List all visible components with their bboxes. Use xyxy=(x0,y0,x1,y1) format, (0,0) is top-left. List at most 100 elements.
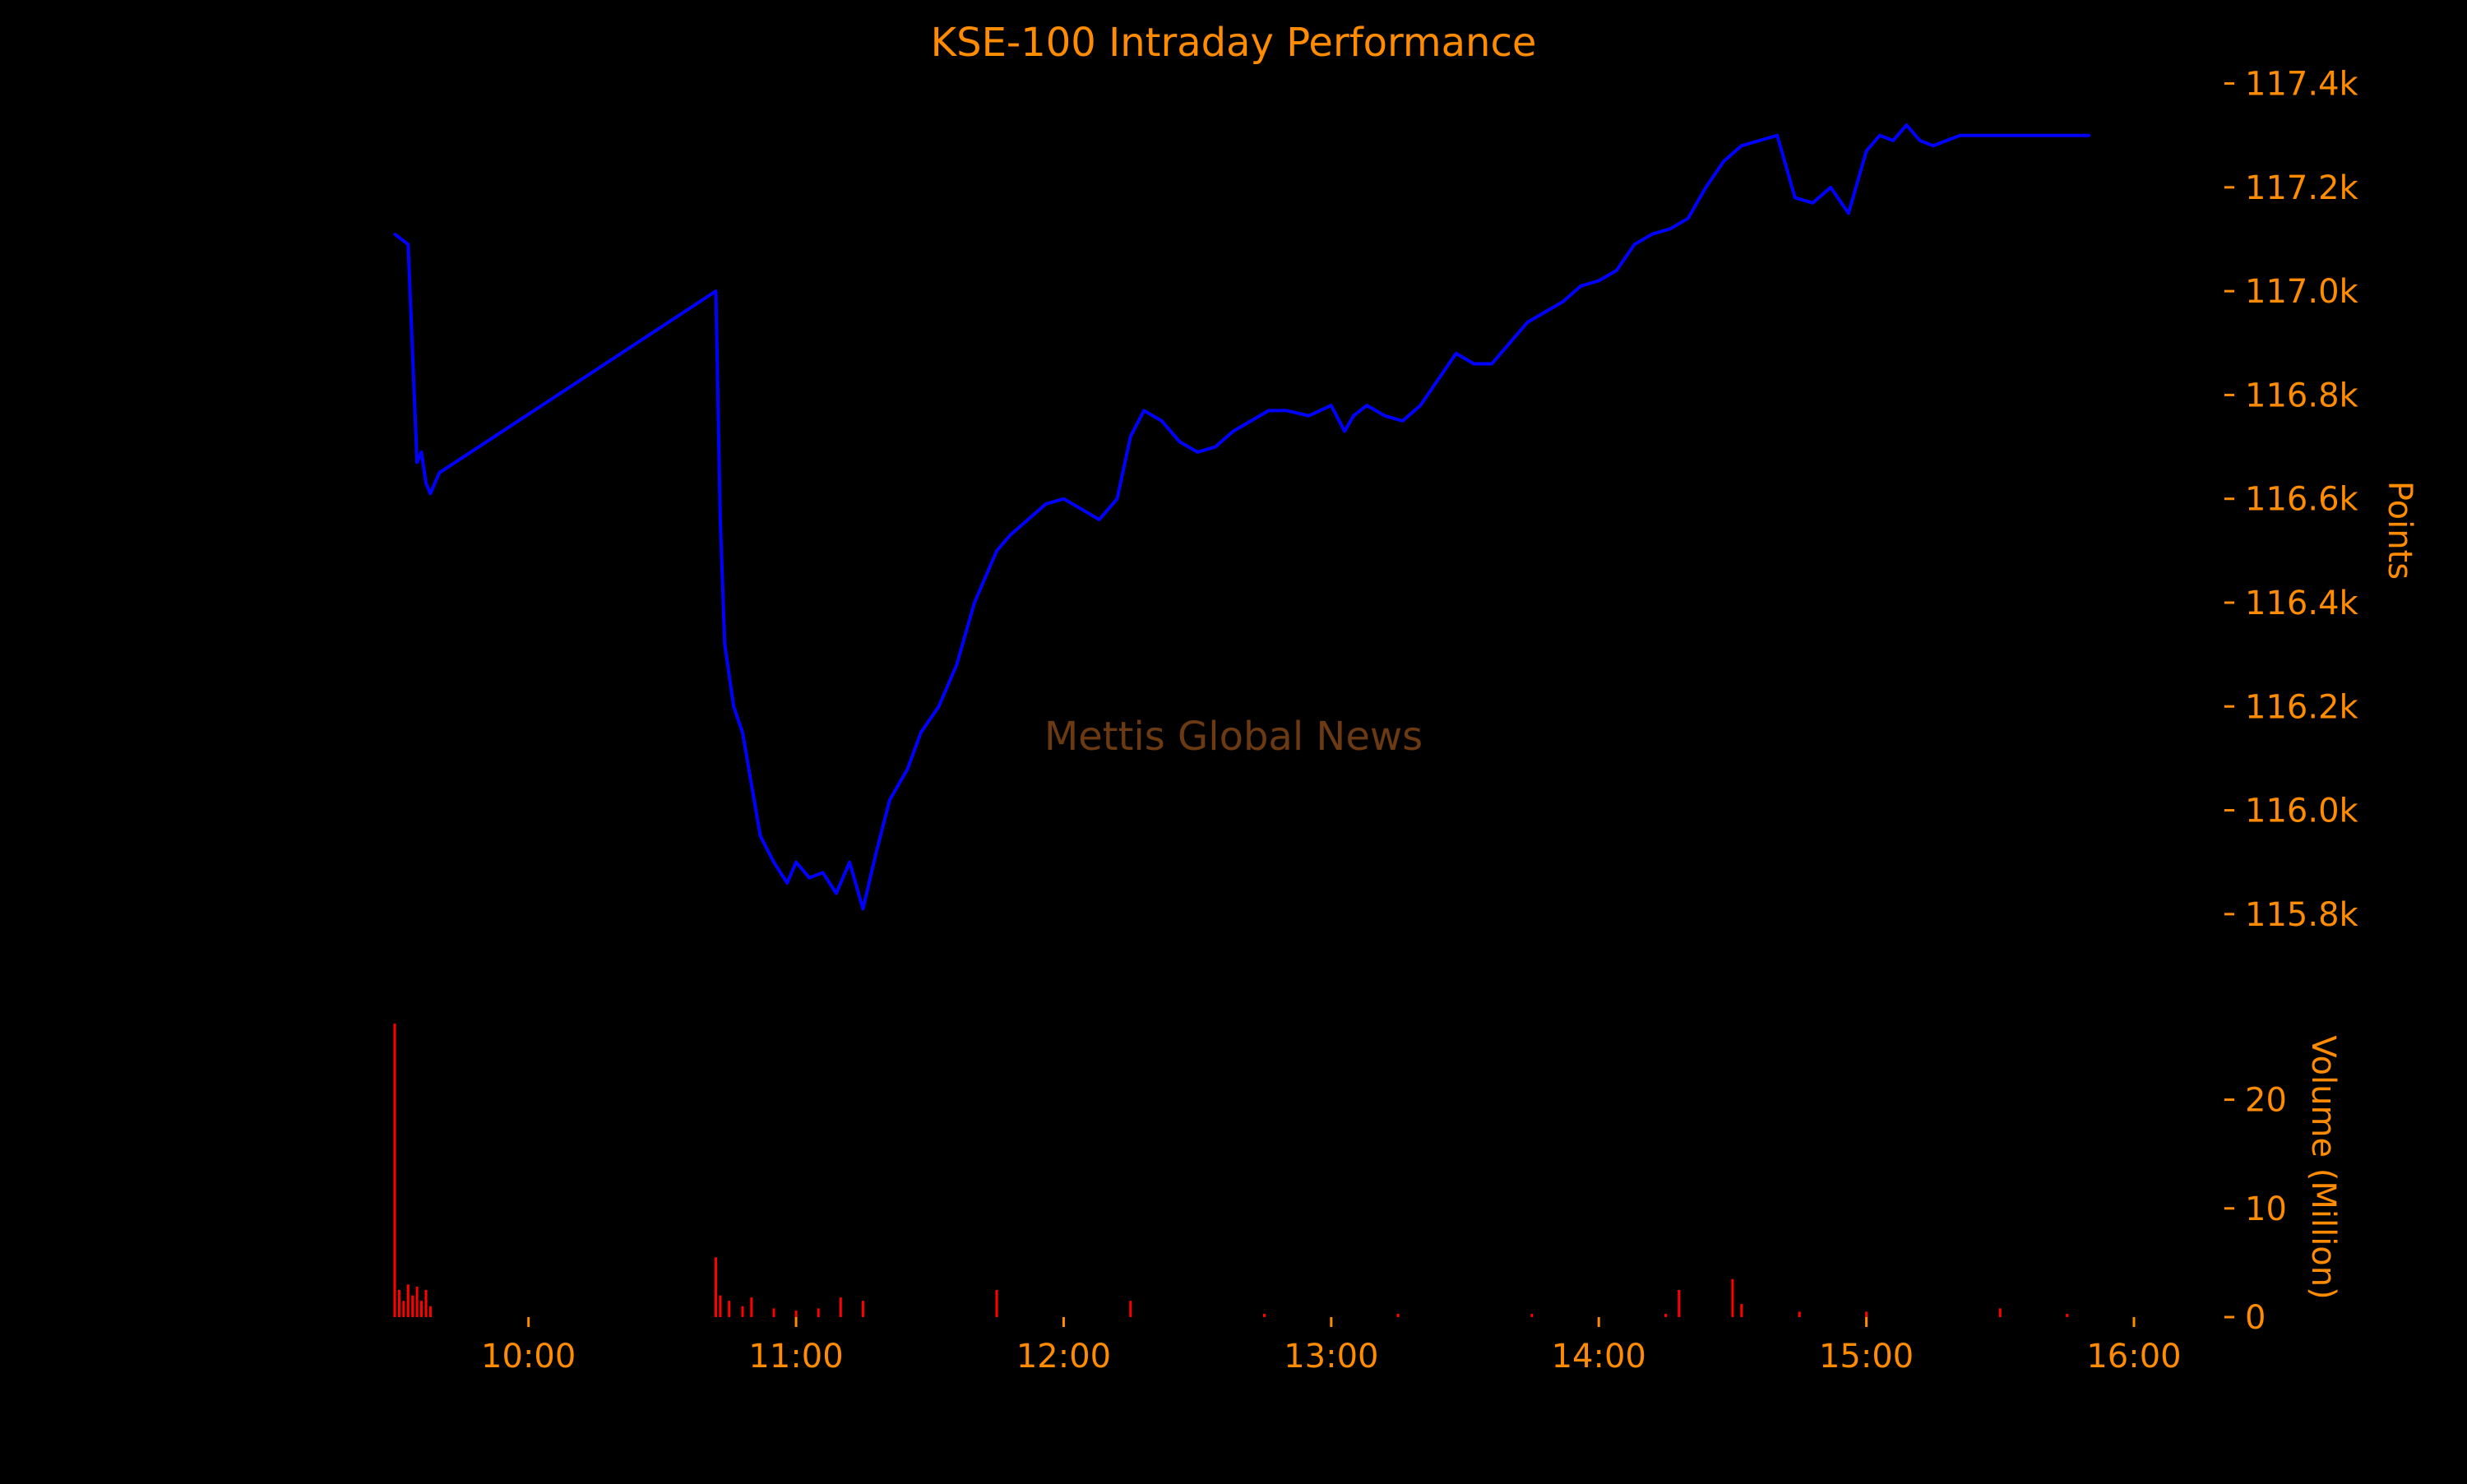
volume-bar xyxy=(420,1301,423,1317)
volume-bar xyxy=(406,1284,410,1317)
price-point xyxy=(848,861,851,864)
price-point xyxy=(723,643,726,645)
price-point xyxy=(428,492,432,495)
price-point xyxy=(1998,134,2002,137)
price-point xyxy=(2043,134,2046,137)
volume-bar xyxy=(2066,1314,2069,1317)
price-point xyxy=(1352,414,1355,418)
price-point xyxy=(1650,233,1654,236)
price-point xyxy=(1330,404,1333,407)
price-point xyxy=(1544,310,1547,313)
price-point xyxy=(1178,440,1181,443)
price-point xyxy=(1267,409,1271,412)
volume-bar xyxy=(1530,1314,1534,1317)
price-point xyxy=(772,861,775,864)
price-point xyxy=(1062,497,1065,501)
price-axis-label: Points xyxy=(2381,481,2418,580)
price-point xyxy=(919,731,923,734)
price-point xyxy=(406,243,410,246)
price-point xyxy=(741,731,744,734)
price-point xyxy=(759,834,762,838)
volume-bar xyxy=(1865,1311,1868,1317)
price-point xyxy=(1847,211,1850,215)
price-point xyxy=(2066,134,2069,137)
price-point xyxy=(2088,134,2091,137)
price-point xyxy=(415,461,419,464)
price-point xyxy=(1794,196,1797,199)
price-point xyxy=(973,601,976,604)
price-point xyxy=(1905,123,1908,127)
volume-y-tick-label: 0 xyxy=(2245,1299,2266,1337)
volume-bar xyxy=(719,1295,722,1317)
price-point xyxy=(1455,352,1458,355)
price-point xyxy=(719,518,722,521)
price-point xyxy=(1116,497,1118,501)
price-y-tick-label: 117.4k xyxy=(2245,66,2359,104)
price-line-layer xyxy=(393,123,2091,911)
price-point xyxy=(785,881,789,885)
price-point xyxy=(2020,134,2024,137)
volume-bar xyxy=(428,1306,432,1317)
price-point xyxy=(1704,186,1707,189)
price-point xyxy=(1343,430,1346,433)
price-point xyxy=(1722,159,1725,163)
price-point xyxy=(1615,269,1618,272)
watermark-text: Mettis Global News xyxy=(1044,714,1423,760)
price-point xyxy=(411,352,414,355)
price-point xyxy=(1160,419,1164,423)
price-y-tick-label: 117.2k xyxy=(2245,169,2359,207)
price-y-tick-label: 116.8k xyxy=(2245,377,2359,414)
price-point xyxy=(1775,134,1779,137)
price-point xyxy=(794,861,798,864)
price-point xyxy=(1472,363,1475,365)
x-tick-label: 14:00 xyxy=(1552,1338,1646,1375)
volume-bar xyxy=(1396,1314,1400,1317)
price-point xyxy=(1932,144,1935,147)
price-point xyxy=(955,663,958,667)
price-y-tick-label: 117.0k xyxy=(2245,273,2359,311)
volume-bar xyxy=(750,1297,753,1317)
volume-bar xyxy=(1798,1311,1801,1317)
price-point xyxy=(1580,284,1582,288)
price-point xyxy=(1740,144,1743,147)
price-point xyxy=(1308,414,1311,418)
price-point xyxy=(1959,134,1961,137)
volume-bar xyxy=(397,1289,400,1317)
price-y-tick-label: 116.2k xyxy=(2245,688,2359,726)
price-point xyxy=(1526,321,1529,324)
price-point xyxy=(835,892,838,895)
price-point xyxy=(393,233,396,236)
price-point xyxy=(1878,134,1881,137)
volume-bar xyxy=(741,1306,744,1317)
x-tick-label: 10:00 xyxy=(481,1338,576,1375)
volume-bar xyxy=(1740,1304,1743,1317)
volume-bar xyxy=(424,1289,428,1317)
x-tick-label: 15:00 xyxy=(1819,1338,1914,1375)
price-point xyxy=(1891,139,1895,142)
volume-bar xyxy=(817,1308,820,1317)
volume-bar xyxy=(1129,1301,1132,1317)
volume-bar xyxy=(715,1257,717,1317)
price-point xyxy=(1142,409,1146,412)
price-point xyxy=(1985,134,1988,137)
volume-bar xyxy=(402,1301,405,1317)
price-point xyxy=(1401,419,1405,423)
price-point xyxy=(1562,300,1565,303)
volume-y-axis: 0 10 20 xyxy=(2224,1082,2287,1337)
volume-bar xyxy=(995,1289,998,1317)
price-point xyxy=(1044,502,1048,506)
x-tick-label: 16:00 xyxy=(2086,1338,2181,1375)
volume-bar xyxy=(1678,1289,1681,1317)
price-y-tick-label: 115.8k xyxy=(2245,896,2359,934)
volume-bar xyxy=(1263,1314,1266,1317)
x-tick-label: 11:00 xyxy=(748,1338,843,1375)
price-point xyxy=(808,876,811,880)
x-tick-label: 13:00 xyxy=(1284,1338,1378,1375)
volume-bars-layer xyxy=(393,1024,2069,1317)
price-point xyxy=(1865,150,1868,153)
price-point xyxy=(888,798,891,802)
price-point xyxy=(1196,451,1199,454)
price-point xyxy=(1129,435,1132,438)
